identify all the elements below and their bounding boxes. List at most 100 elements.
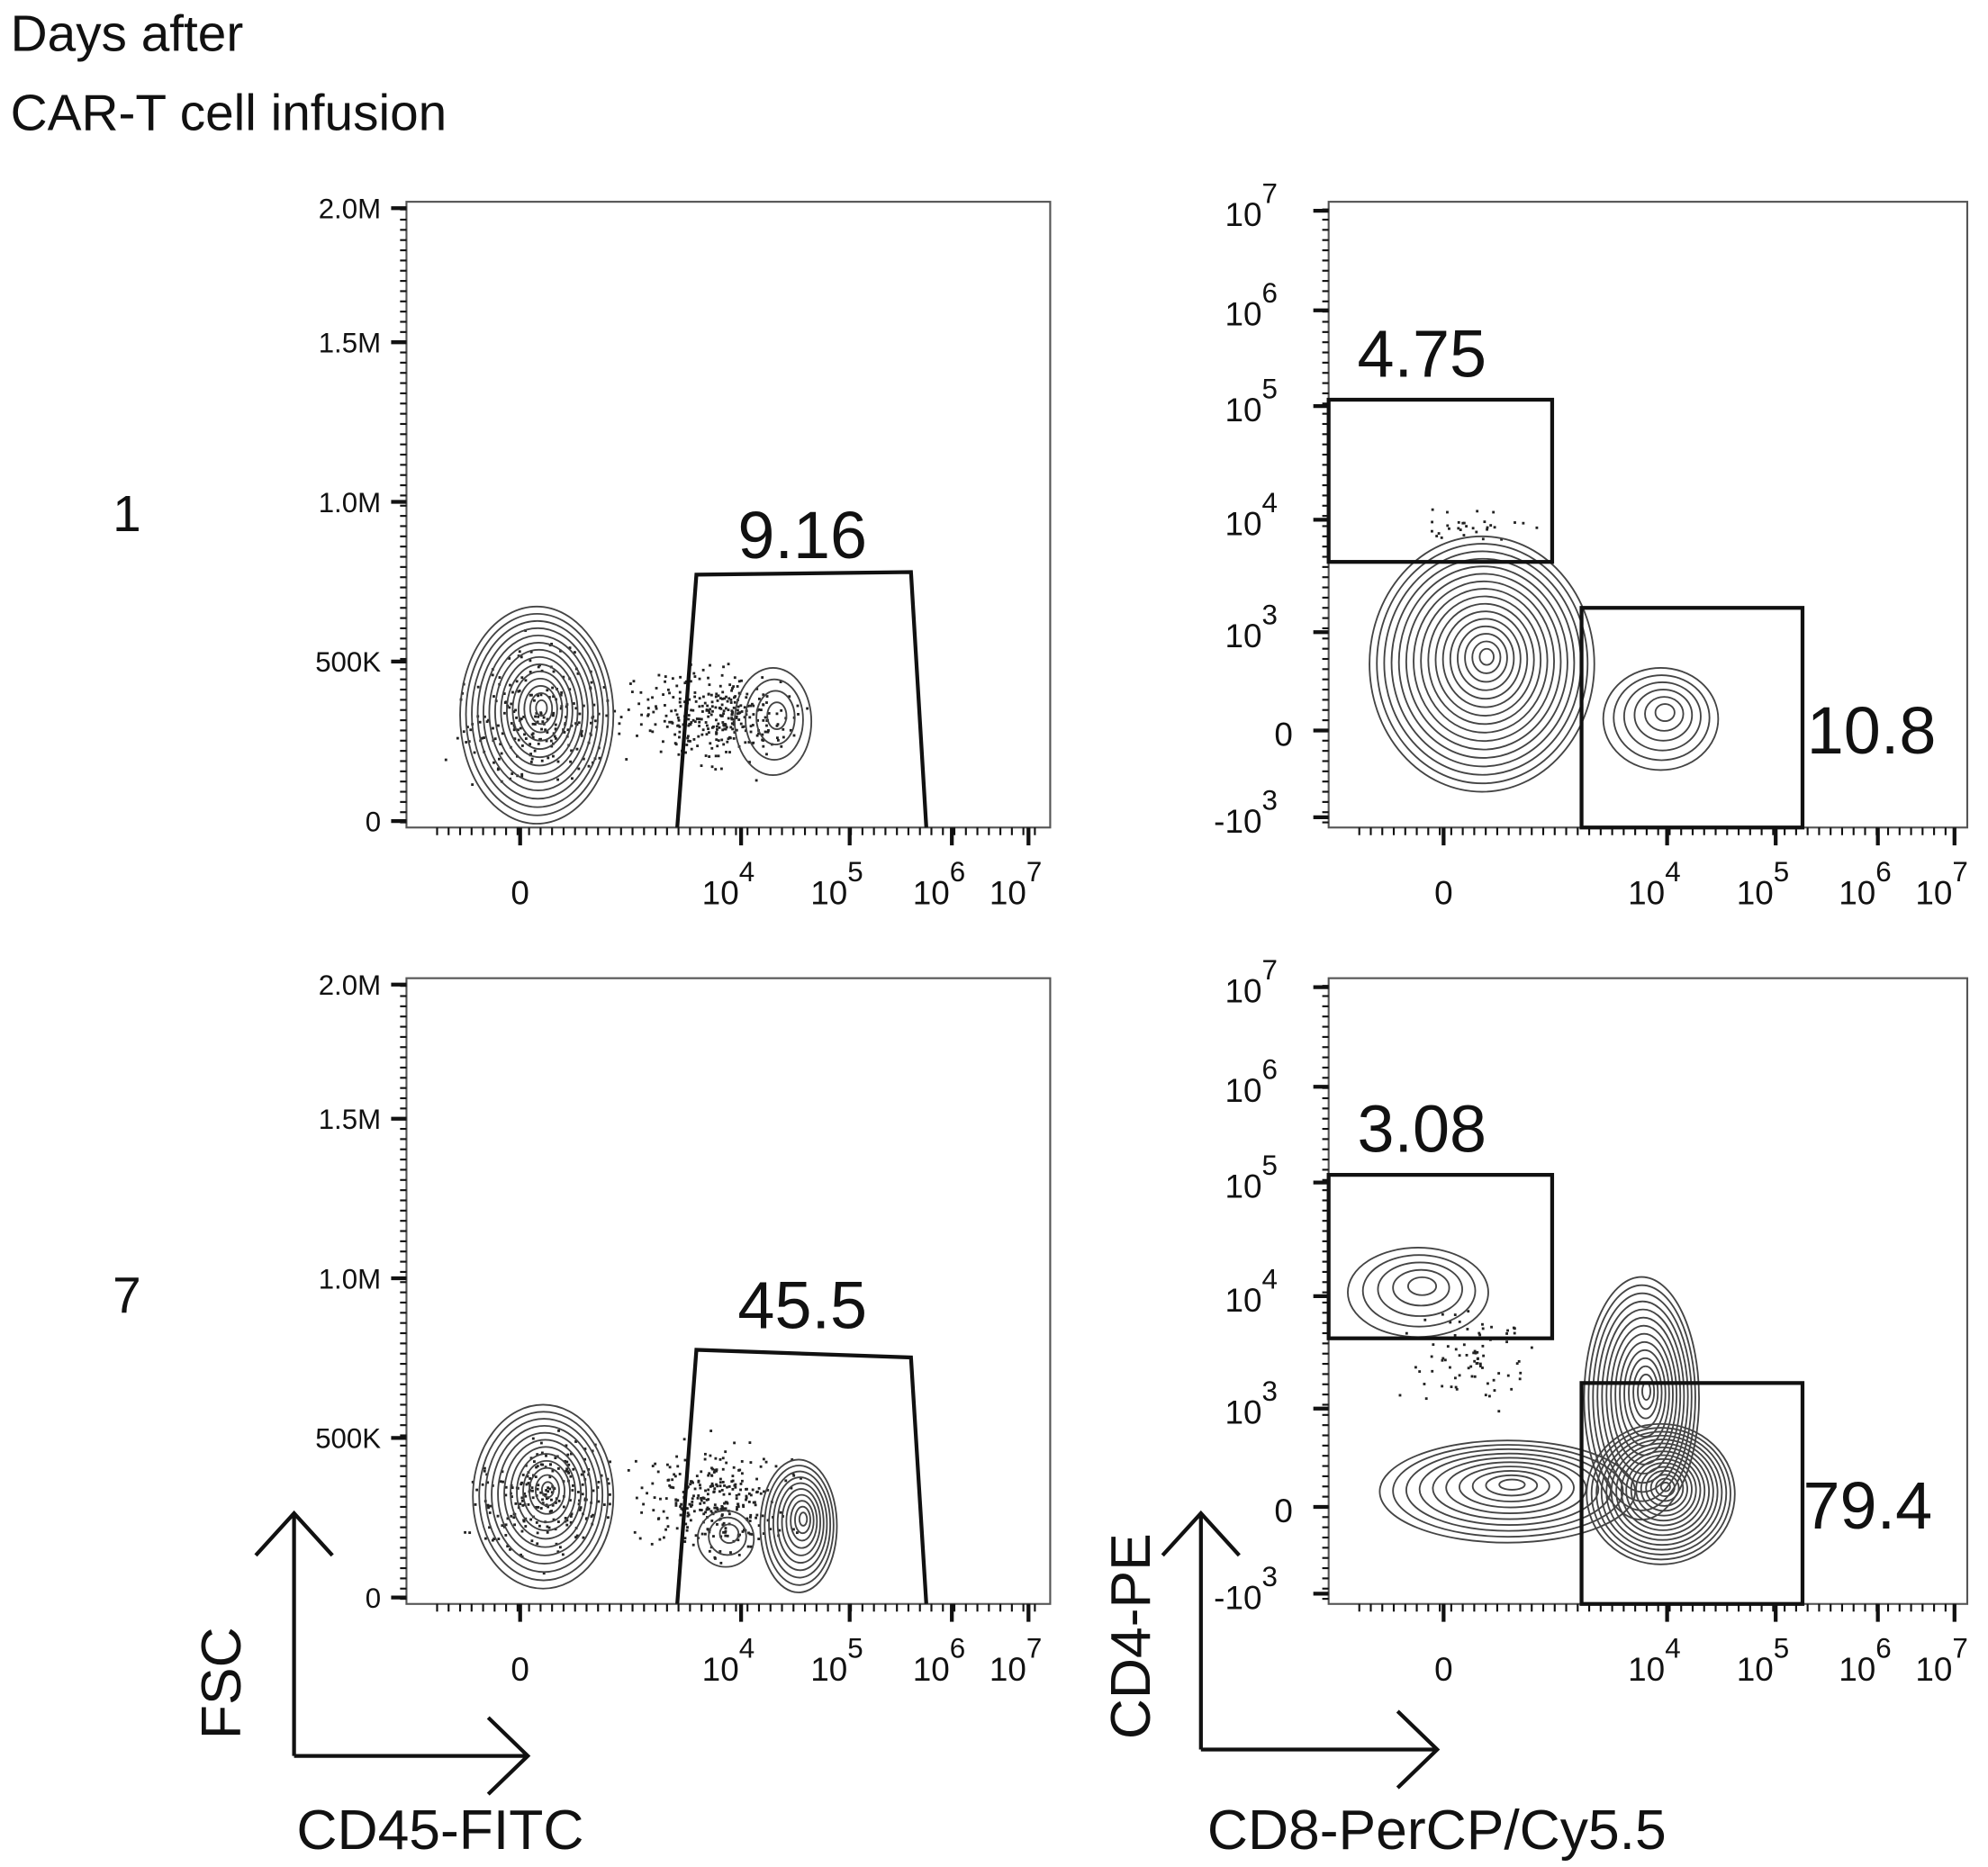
contour-line	[478, 1411, 610, 1582]
event-dot	[709, 1510, 713, 1513]
contour-line	[523, 684, 558, 734]
event-dot	[721, 721, 725, 724]
event-dot	[646, 714, 649, 717]
event-dot	[535, 1466, 538, 1469]
event-dot	[1432, 1343, 1435, 1347]
event-dot	[481, 736, 483, 740]
event-dot	[1448, 527, 1450, 530]
event-dot	[718, 1481, 722, 1484]
event-dot	[747, 1531, 750, 1535]
event-dot	[652, 710, 655, 714]
gate-outline	[675, 570, 928, 828]
event-dot	[576, 672, 580, 675]
tick-base: 10	[702, 874, 739, 911]
event-dot	[562, 675, 565, 679]
event-dot	[782, 727, 785, 731]
event-dot	[1493, 526, 1496, 529]
event-dot	[678, 1473, 682, 1475]
event-dot	[578, 1499, 581, 1502]
event-dot	[715, 1483, 718, 1486]
event-dot	[592, 1489, 595, 1493]
gate-cd4-positive: 4.75	[1326, 316, 1555, 564]
event-dot	[731, 710, 735, 714]
contour-line	[1655, 1477, 1676, 1498]
event-dot	[746, 692, 749, 696]
event-dot	[743, 716, 746, 719]
event-dot	[714, 1510, 718, 1513]
event-dot	[1473, 1375, 1477, 1378]
event-dot	[718, 1457, 722, 1461]
event-dot	[749, 725, 753, 728]
event-dot	[782, 735, 785, 739]
event-dot	[733, 676, 736, 680]
event-dot	[748, 761, 751, 764]
event-dot	[536, 1465, 539, 1468]
tick-base: 10	[989, 874, 1026, 911]
event-dot	[778, 1529, 782, 1532]
event-dot	[592, 1513, 594, 1517]
event-dot	[567, 1471, 571, 1475]
event-dot	[1530, 1346, 1533, 1349]
tick-base: 10	[1224, 1168, 1261, 1205]
event-dot	[498, 676, 502, 679]
contour-line	[518, 677, 564, 742]
event-dot	[1486, 528, 1488, 531]
y-tick-label: 105	[1224, 1150, 1277, 1205]
event-dot	[707, 676, 709, 680]
event-dot	[642, 1502, 646, 1506]
event-dot	[529, 671, 532, 673]
event-dot	[720, 1505, 724, 1509]
event-dot	[673, 708, 677, 712]
event-dot	[569, 1520, 573, 1524]
event-dot	[1449, 1321, 1452, 1324]
event-dot	[515, 680, 519, 683]
event-dot	[717, 722, 720, 726]
event-dot	[759, 1465, 763, 1468]
event-dot	[504, 1523, 508, 1527]
event-dot	[703, 701, 707, 705]
event-dot	[720, 703, 724, 707]
event-dot	[688, 1502, 691, 1506]
event-dot	[555, 736, 557, 740]
contour-line	[472, 1403, 615, 1590]
event-dot	[706, 1493, 709, 1496]
event-dot	[530, 1539, 534, 1543]
contour-line	[1413, 580, 1555, 743]
event-dot	[740, 1460, 744, 1463]
event-dot	[710, 765, 714, 769]
event-dot	[663, 719, 666, 723]
event-dot	[578, 1508, 582, 1511]
event-dot	[716, 1508, 719, 1511]
gate-cd4-positive: 3.08	[1326, 1092, 1555, 1340]
event-dot	[580, 729, 583, 733]
event-dot	[674, 1502, 678, 1505]
event-dot	[512, 1516, 516, 1520]
event-dot	[686, 736, 690, 740]
tick-exponent: 5	[1261, 374, 1277, 405]
event-dot	[716, 1484, 719, 1488]
event-dot	[571, 777, 574, 780]
event-dot	[573, 651, 576, 654]
event-dot	[723, 697, 727, 700]
y-tick-label: 1.5M	[319, 1104, 381, 1135]
event-dot	[708, 711, 711, 714]
event-dot	[747, 1492, 751, 1495]
event-dot	[496, 1514, 500, 1518]
event-dot	[1497, 1372, 1501, 1375]
contour-line	[1441, 610, 1529, 708]
y-tick-label: 103	[1224, 1375, 1277, 1431]
event-dot	[560, 691, 564, 694]
event-dot	[664, 714, 668, 717]
contour-line	[1471, 1470, 1550, 1502]
gate-outline	[1579, 606, 1805, 830]
event-dot	[583, 1498, 587, 1502]
event-dot	[471, 783, 474, 787]
event-dot	[1490, 1325, 1493, 1329]
event-dot	[755, 1490, 759, 1493]
event-dot	[668, 720, 672, 724]
event-dot	[1467, 1366, 1470, 1370]
event-dot	[727, 708, 730, 712]
event-dot	[723, 1484, 726, 1487]
contour-line	[1459, 1466, 1563, 1509]
